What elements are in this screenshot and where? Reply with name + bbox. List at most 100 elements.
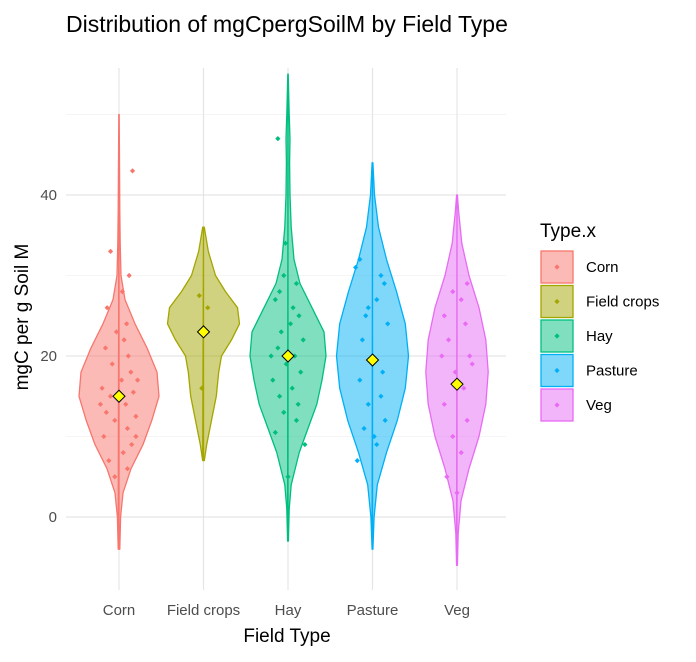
point-corn <box>130 389 136 395</box>
point-pasture <box>353 264 359 271</box>
point-field-crops <box>196 293 202 299</box>
legend-title: Type.x <box>540 221 596 242</box>
point-hay <box>268 353 274 359</box>
point-corn <box>112 417 118 423</box>
legend-key-pasture <box>540 353 574 388</box>
point-corn <box>120 450 126 456</box>
mean-marker-hay <box>281 349 295 363</box>
point-corn <box>99 385 105 391</box>
point-hay <box>293 280 300 287</box>
point-veg <box>464 280 470 287</box>
legend-label-pasture: Pasture <box>586 363 638 380</box>
mean-marker-field-crops <box>196 325 211 339</box>
point-hay <box>270 377 276 383</box>
point-pasture <box>385 321 391 327</box>
point-hay <box>282 240 289 246</box>
point-hay <box>292 353 298 359</box>
point-corn <box>124 321 130 327</box>
point-hay <box>293 417 300 423</box>
point-corn <box>123 401 129 407</box>
point-hay <box>296 313 302 319</box>
point-corn <box>125 353 131 359</box>
point-veg <box>441 401 447 407</box>
legend-key-dot <box>554 402 560 408</box>
chart-title: Distribution of mgCpergSoilM by Field Ty… <box>66 11 508 37</box>
point-veg <box>441 313 447 319</box>
point-hay <box>272 429 278 436</box>
point-veg <box>452 369 458 375</box>
point-pasture <box>361 425 367 432</box>
point-hay <box>300 337 306 343</box>
x-tick-label: Corn <box>103 602 136 619</box>
legend-key-dot <box>554 367 560 374</box>
y-axis-title: mgC per g Soil M <box>12 244 33 391</box>
point-hay <box>283 361 289 367</box>
point-corn <box>133 433 139 440</box>
legend-label-hay: Hay <box>586 328 613 345</box>
x-tick-label: Pasture <box>347 602 399 619</box>
point-pasture <box>378 393 384 399</box>
point-pasture <box>381 280 387 287</box>
point-corn <box>124 466 131 472</box>
point-pasture <box>357 256 363 262</box>
y-tick-label: 40 <box>40 187 57 204</box>
point-corn <box>102 345 109 351</box>
x-tick-label: Hay <box>275 602 302 619</box>
point-hay <box>302 441 308 448</box>
point-corn <box>109 361 115 367</box>
point-veg <box>458 450 464 456</box>
legend-key-dot <box>554 333 560 339</box>
point-pasture <box>365 401 371 407</box>
legend-key-dot <box>554 298 560 305</box>
legend-label-veg: Veg <box>586 397 612 414</box>
point-corn <box>134 377 141 383</box>
point-veg <box>469 361 475 367</box>
point-veg <box>454 490 460 496</box>
point-corn <box>129 168 136 174</box>
mean-marker-corn <box>112 389 126 403</box>
point-veg <box>462 321 469 327</box>
point-pasture <box>365 305 371 311</box>
point-pasture <box>378 272 384 279</box>
point-hay <box>287 321 294 327</box>
mean-markers <box>112 325 464 403</box>
point-corn <box>104 305 110 311</box>
point-hay <box>298 369 304 375</box>
point-hay <box>275 136 281 142</box>
point-hay <box>290 305 296 311</box>
point-veg <box>439 353 445 359</box>
point-veg <box>461 385 467 391</box>
point-pasture <box>374 441 380 448</box>
point-hay <box>281 409 287 415</box>
point-hay <box>272 297 278 303</box>
point-corn <box>97 401 104 407</box>
legend-label-field-crops: Field crops <box>586 294 659 311</box>
x-axis-ticks: Corn Field crops Hay Pasture Veg <box>103 602 470 619</box>
point-hay <box>295 401 301 407</box>
point-pasture <box>363 313 369 319</box>
point-veg <box>458 297 464 303</box>
point-field-crops <box>205 305 211 311</box>
point-hay <box>275 345 281 351</box>
point-pasture <box>382 417 388 423</box>
point-veg <box>450 289 456 295</box>
point-veg <box>444 474 450 480</box>
point-corn <box>128 369 134 375</box>
legend-label-corn: Corn <box>586 259 619 276</box>
point-corn <box>129 441 135 448</box>
violin-hay <box>249 73 327 542</box>
violin-field-crops <box>166 226 241 462</box>
x-tick-label: Field crops <box>167 602 240 619</box>
point-corn <box>112 474 118 480</box>
point-corn <box>106 458 112 464</box>
point-hay <box>276 289 283 295</box>
point-corn <box>126 272 132 279</box>
mean-marker-veg <box>450 377 464 391</box>
point-veg <box>464 417 470 423</box>
y-tick-label: 20 <box>40 348 57 365</box>
point-veg <box>450 433 456 440</box>
point-corn <box>107 393 114 399</box>
point-corn <box>124 425 131 432</box>
legend-key-dot <box>554 264 560 270</box>
